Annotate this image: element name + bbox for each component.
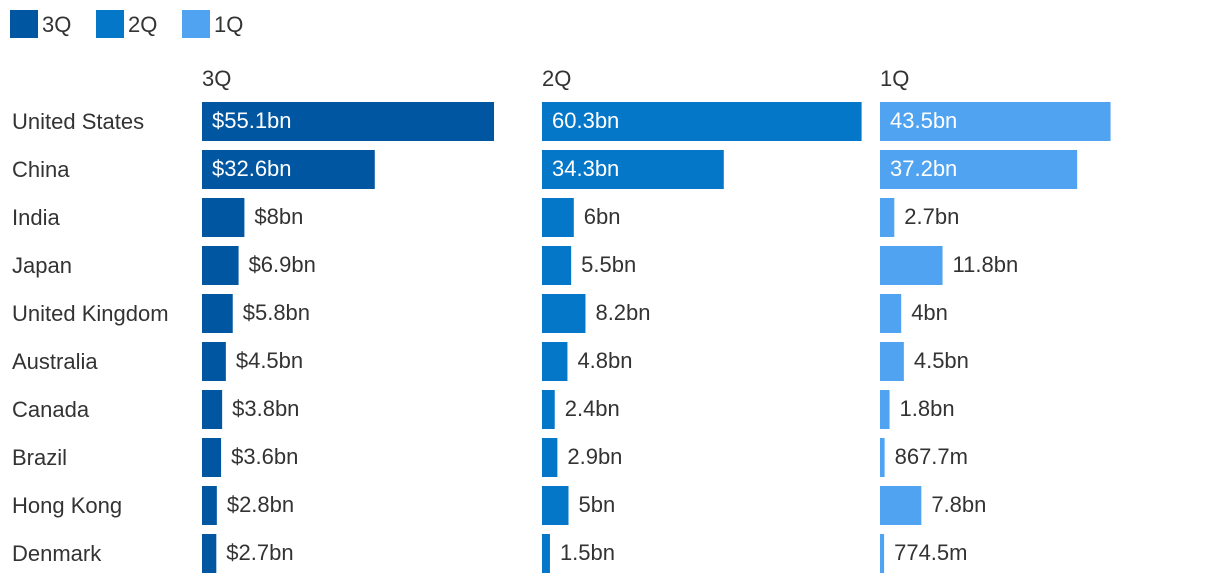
- category-label-china: China: [12, 157, 70, 182]
- data-label-2q-india: 6bn: [584, 204, 621, 229]
- bar-1q-hong-kong: [880, 486, 922, 525]
- data-label-3q-canada: $3.8bn: [232, 396, 299, 421]
- category-label-hong-kong: Hong Kong: [12, 493, 122, 518]
- category-labels: United States China India Japan United Kingd…: [12, 109, 169, 566]
- category-label-australia: Australia: [12, 349, 98, 374]
- data-label-1q-india: 2.7bn: [904, 204, 959, 229]
- data-label-3q-china: $32.6bn: [212, 156, 292, 181]
- bar-2q-united-states: [542, 102, 862, 141]
- panel-header-2q: 2Q: [542, 66, 571, 91]
- data-label-1q-china: 37.2bn: [890, 156, 957, 181]
- bar-3q-united-states: [202, 102, 495, 141]
- data-label-3q-denmark: $2.7bn: [226, 540, 293, 565]
- data-label-2q-canada: 2.4bn: [565, 396, 620, 421]
- category-label-canada: Canada: [12, 397, 90, 422]
- data-label-3q-united-kingdom: $5.8bn: [243, 300, 310, 325]
- data-label-1q-australia: 4.5bn: [914, 348, 969, 373]
- data-label-2q-united-states: 60.3bn: [552, 108, 619, 133]
- category-label-brazil: Brazil: [12, 445, 67, 470]
- chart-panels: 3Q $55.1bn $32.6bn $8bn $6.9bn $5.8bn $4.5bn $3…: [202, 66, 1111, 573]
- panel-header-3q: 3Q: [202, 66, 231, 91]
- data-label-3q-india: $8bn: [254, 204, 303, 229]
- data-label-3q-australia: $4.5bn: [236, 348, 303, 373]
- bar-2q-denmark: [542, 534, 550, 573]
- bar-2q-brazil: [542, 438, 558, 477]
- data-label-1q-united-states: 43.5bn: [890, 108, 957, 133]
- category-label-united-states: United States: [12, 109, 144, 134]
- data-label-2q-hong-kong: 5bn: [579, 492, 616, 517]
- bar-2q-hong-kong: [542, 486, 569, 525]
- data-label-2q-brazil: 2.9bn: [567, 444, 622, 469]
- bar-3q-china: [202, 150, 375, 189]
- legend-label-1q: 1Q: [214, 12, 243, 37]
- data-label-2q-denmark: 1.5bn: [560, 540, 615, 565]
- bar-1q-brazil: [880, 438, 885, 477]
- bar-3q-india: [202, 198, 245, 237]
- legend-swatch-1q: [182, 10, 210, 38]
- data-label-1q-brazil: 867.7m: [895, 444, 968, 469]
- data-label-2q-china: 34.3bn: [552, 156, 619, 181]
- panel-3q: 3Q $55.1bn $32.6bn $8bn $6.9bn $5.8bn $4.5bn $3…: [202, 66, 495, 573]
- data-label-1q-denmark: 774.5m: [894, 540, 967, 565]
- category-label-united-kingdom: United Kingdom: [12, 301, 169, 326]
- bar-2q-united-kingdom: [542, 294, 586, 333]
- panel-2q: 2Q 60.3bn 34.3bn 6bn 5.5bn 8.2bn 4.8bn 2.4bn 2.9…: [542, 66, 862, 573]
- bar-2q-australia: [542, 342, 568, 381]
- bar-3q-japan: [202, 246, 239, 285]
- legend: 3Q 2Q 1Q: [10, 10, 243, 38]
- panel-header-1q: 1Q: [880, 66, 909, 91]
- data-label-1q-hong-kong: 7.8bn: [931, 492, 986, 517]
- bar-2q-india: [542, 198, 574, 237]
- bar-3q-australia: [202, 342, 226, 381]
- legend-swatch-3q: [10, 10, 38, 38]
- bar-3q-hong-kong: [202, 486, 217, 525]
- bar-1q-denmark: [880, 534, 885, 573]
- bar-1q-japan: [880, 246, 943, 285]
- category-label-india: India: [12, 205, 60, 230]
- bar-1q-india: [880, 198, 895, 237]
- bar-1q-china: [880, 150, 1078, 189]
- bar-1q-australia: [880, 342, 904, 381]
- bar-1q-united-states: [880, 102, 1111, 141]
- data-label-2q-japan: 5.5bn: [581, 252, 636, 277]
- legend-label-2q: 2Q: [128, 12, 157, 37]
- data-label-2q-australia: 4.8bn: [577, 348, 632, 373]
- bar-2q-china: [542, 150, 724, 189]
- data-label-1q-japan: 11.8bn: [953, 252, 1019, 277]
- bar-1q-united-kingdom: [880, 294, 902, 333]
- bar-3q-united-kingdom: [202, 294, 233, 333]
- legend-label-3q: 3Q: [42, 12, 71, 37]
- bar-2q-canada: [542, 390, 555, 429]
- category-label-japan: Japan: [12, 253, 72, 278]
- bar-3q-brazil: [202, 438, 222, 477]
- bar-2q-japan: [542, 246, 572, 285]
- data-label-1q-united-kingdom: 4bn: [911, 300, 948, 325]
- data-label-1q-canada: 1.8bn: [900, 396, 955, 421]
- legend-swatch-2q: [96, 10, 124, 38]
- bar-3q-denmark: [202, 534, 217, 573]
- data-label-3q-japan: $6.9bn: [249, 252, 316, 277]
- data-label-2q-united-kingdom: 8.2bn: [595, 300, 650, 325]
- data-label-3q-brazil: $3.6bn: [231, 444, 298, 469]
- category-label-denmark: Denmark: [12, 541, 102, 566]
- data-label-3q-hong-kong: $2.8bn: [227, 492, 294, 517]
- data-label-3q-united-states: $55.1bn: [212, 108, 292, 133]
- bar-1q-canada: [880, 390, 890, 429]
- bar-3q-canada: [202, 390, 223, 429]
